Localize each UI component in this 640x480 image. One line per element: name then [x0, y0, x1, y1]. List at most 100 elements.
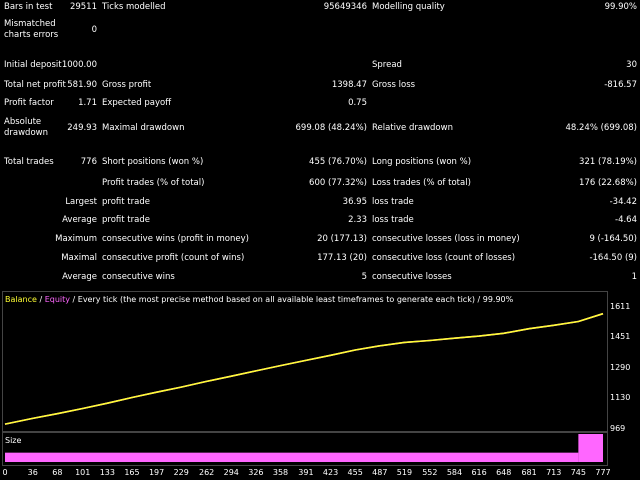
absolute-drawdown-label-2: drawdown	[4, 128, 48, 138]
modelling-quality-value: 99.90%	[604, 2, 637, 12]
spread-label: Spread	[372, 60, 402, 70]
balance-equity-chart	[4, 312, 604, 462]
maximal-profit-label: consecutive profit (count of wins)	[102, 253, 245, 263]
gross-profit-label: Gross profit	[102, 80, 152, 90]
average-loss-label: loss trade	[372, 215, 414, 225]
average-consec-losses-value: 1	[631, 272, 637, 282]
total-trades-value: 776	[80, 157, 97, 167]
total-trades-label: Total trades	[4, 157, 54, 167]
x-tick-label: 326	[248, 468, 264, 477]
series-line-balance	[4, 312, 604, 425]
x-tick-label: 552	[422, 468, 438, 477]
profit-factor-value: 1.71	[78, 98, 97, 108]
average-loss-value: -4.64	[615, 215, 637, 225]
gross-loss-label: Gross loss	[372, 80, 416, 90]
maximal-loss-value: -164.50 (9)	[589, 253, 637, 263]
size-label: Size	[5, 436, 22, 445]
legend-separator: /	[36, 295, 45, 304]
ticks-modelled-label: Ticks modelled	[102, 2, 166, 12]
average-label: Average	[62, 215, 97, 225]
expected-payoff-label: Expected payoff	[102, 98, 172, 108]
y-tick-label: 1290	[610, 363, 631, 372]
short-positions-value: 455 (76.70%)	[309, 157, 367, 167]
x-tick-label: 745	[570, 468, 586, 477]
profit-factor-label: Profit factor	[4, 98, 54, 108]
x-tick-label: 133	[99, 468, 115, 477]
bars-in-test-value: 29511	[69, 2, 97, 12]
x-tick-label: 262	[199, 468, 215, 477]
maximal-label: Maximal	[61, 253, 97, 263]
x-tick-label: 391	[298, 468, 314, 477]
series-line-equity	[4, 312, 604, 425]
gross-loss-value: -816.57	[604, 80, 637, 90]
x-tick-label: 713	[546, 468, 562, 477]
relative-drawdown-label: Relative drawdown	[372, 123, 453, 133]
maximal-loss-label: consecutive loss (count of losses)	[372, 253, 516, 263]
x-tick-label: 519	[396, 468, 413, 477]
x-tick-label: 648	[496, 468, 512, 477]
maximum-loss-label: consecutive losses (loss in money)	[372, 234, 520, 244]
relative-drawdown-value: 48.24% (699.08)	[565, 123, 638, 133]
profit-trades-value: 600 (77.32%)	[309, 178, 367, 188]
average-consec-losses-label: consecutive losses	[372, 272, 452, 282]
total-net-profit-label: Total net profit	[4, 80, 66, 90]
initial-deposit-value: 1000.00	[61, 60, 97, 70]
size-bar	[5, 452, 579, 462]
largest-label: Largest	[65, 197, 97, 207]
y-tick-label: 1451	[610, 332, 631, 342]
balance-chart-frame	[2, 291, 608, 432]
average-consec-wins-label: consecutive wins	[102, 272, 175, 282]
loss-trades-label: Loss trades (% of total)	[372, 178, 471, 188]
x-tick-label: 0	[2, 468, 8, 477]
maximum-profit-value: 20 (177.13)	[317, 234, 367, 244]
absolute-drawdown-label-1: Absolute	[4, 117, 42, 127]
average-profit-value: 2.33	[348, 215, 367, 225]
size-bar	[578, 434, 603, 462]
ticks-modelled-value: 95649346	[323, 2, 367, 12]
maximum-label: Maximum	[55, 234, 97, 244]
maximum-loss-value: 9 (-164.50)	[589, 234, 637, 244]
profit-trades-label: Profit trades (% of total)	[102, 178, 205, 188]
largest-loss-value: -34.42	[609, 197, 637, 207]
long-positions-value: 321 (78.19%)	[579, 157, 637, 167]
x-tick-label: 101	[75, 468, 91, 477]
short-positions-label: Short positions (won %)	[102, 157, 204, 167]
y-tick-label: 1130	[610, 393, 631, 403]
x-tick-label: 229	[173, 468, 189, 477]
total-net-profit-value: 581.90	[67, 80, 97, 90]
average-consec-label: Average	[62, 272, 97, 282]
x-tick-label: 455	[347, 468, 363, 477]
maximal-drawdown-label: Maximal drawdown	[102, 123, 185, 133]
gross-profit-value: 1398.47	[331, 80, 367, 90]
x-tick-label: 681	[521, 468, 537, 477]
legend-balance: Balance	[5, 295, 37, 304]
x-tick-label: 294	[223, 468, 239, 477]
x-tick-label: 777	[595, 468, 611, 477]
x-tick-label: 358	[272, 468, 289, 477]
long-positions-label: Long positions (won %)	[372, 157, 472, 167]
maximal-profit-value: 177.13 (20)	[317, 253, 367, 263]
modelling-quality-label: Modelling quality	[372, 2, 445, 12]
absolute-drawdown-value: 249.93	[67, 123, 97, 133]
largest-loss-label: loss trade	[372, 197, 414, 207]
bars-in-test-label: Bars in test	[4, 2, 53, 12]
x-tick-label: 197	[148, 468, 165, 477]
largest-profit-value: 36.95	[342, 197, 367, 207]
spread-value: 30	[626, 60, 637, 70]
y-tick-label: 1611	[610, 302, 631, 311]
x-tick-label: 487	[372, 468, 388, 477]
x-tick-label: 584	[446, 468, 463, 477]
average-consec-wins-value: 5	[361, 272, 367, 282]
largest-profit-label: profit trade	[102, 197, 150, 207]
maximum-profit-label: consecutive wins (profit in money)	[102, 234, 249, 244]
mismatched-value: 0	[91, 25, 97, 35]
average-profit-label: profit trade	[102, 215, 150, 225]
mismatched-label-2: charts errors	[4, 30, 59, 40]
x-tick-label: 36	[27, 468, 38, 477]
expected-payoff-value: 0.75	[348, 98, 367, 108]
y-tick-label: 969	[610, 424, 626, 433]
x-tick-label: 165	[124, 468, 140, 477]
maximal-drawdown-value: 699.08 (48.24%)	[295, 123, 368, 133]
report-stats: Bars in test 29511 Ticks modelled 956493…	[4, 2, 638, 282]
mismatched-label-1: Mismatched	[4, 19, 56, 29]
